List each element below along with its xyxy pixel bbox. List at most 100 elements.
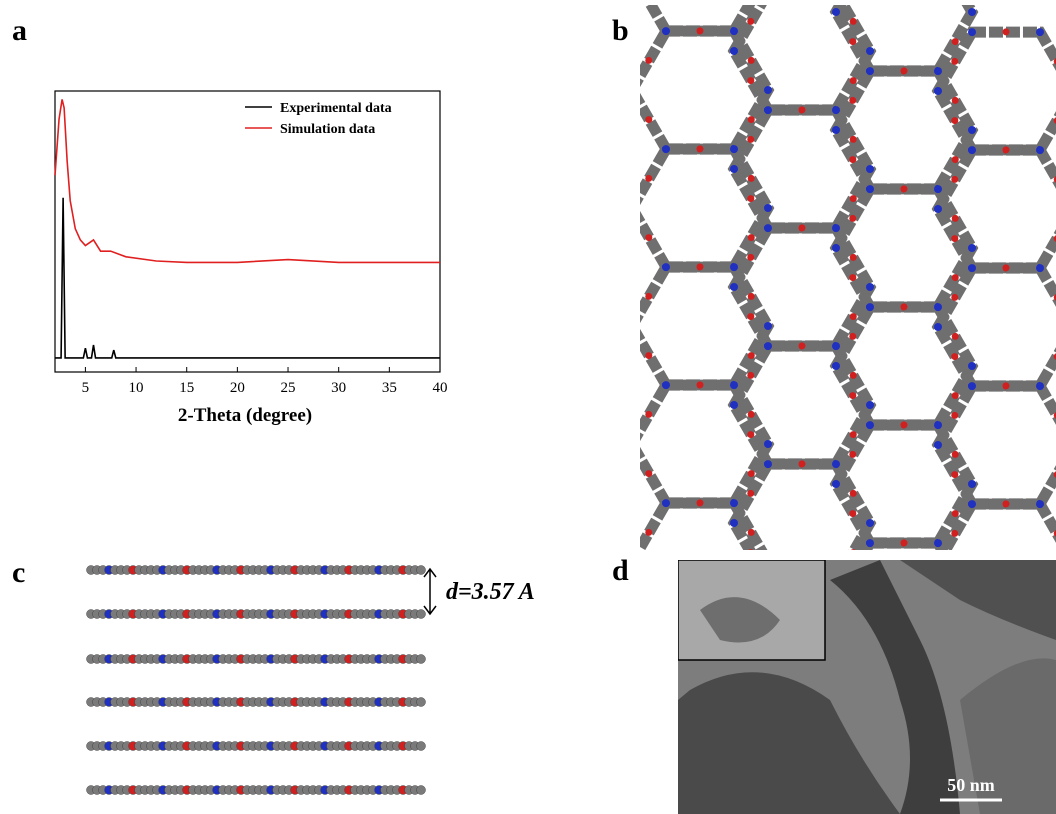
panel-label: b <box>612 14 629 47</box>
atom <box>968 264 976 273</box>
x-tick-label: 30 <box>331 380 346 396</box>
atom <box>662 263 670 272</box>
atom <box>645 292 653 300</box>
atom <box>934 323 942 331</box>
atom <box>747 292 755 300</box>
atom <box>849 253 857 261</box>
atom <box>1036 382 1044 391</box>
atom <box>951 529 959 537</box>
framework-ring <box>727 5 877 116</box>
atom <box>951 38 959 46</box>
framework-ring <box>727 222 877 352</box>
atom <box>951 117 959 125</box>
atom <box>730 165 738 173</box>
atom <box>730 263 738 272</box>
framework-ring <box>829 301 979 431</box>
spacing-label: d=3.57 A <box>446 579 535 605</box>
atom <box>968 146 976 155</box>
atom <box>1053 353 1056 360</box>
atom <box>747 470 755 478</box>
framework-ring <box>640 143 775 273</box>
atom <box>764 224 772 233</box>
framework-ring <box>829 183 979 313</box>
atom <box>764 440 772 448</box>
atom <box>645 116 653 124</box>
x-tick-label: 35 <box>382 380 397 396</box>
x-tick-label: 20 <box>230 380 245 396</box>
atom <box>747 135 755 143</box>
atom <box>951 332 959 340</box>
atom <box>951 274 959 282</box>
atom <box>747 431 755 439</box>
framework-ring <box>727 104 877 234</box>
atom <box>832 460 840 469</box>
atom <box>1036 28 1044 37</box>
atom <box>1002 146 1010 154</box>
atom <box>750 5 752 6</box>
atom <box>747 174 755 182</box>
legend-label: Simulation data <box>280 122 375 137</box>
atom <box>866 401 874 409</box>
atom <box>951 57 959 65</box>
atom <box>747 528 755 536</box>
atom <box>730 47 738 55</box>
atom <box>747 489 755 497</box>
atom <box>968 244 976 252</box>
framework-ring <box>640 379 775 509</box>
atom <box>628 322 636 330</box>
atom <box>645 352 653 360</box>
atom <box>849 431 857 439</box>
atom <box>968 382 976 391</box>
scale-bar-label: 50 nm <box>947 775 995 795</box>
panel-label: d <box>612 554 629 587</box>
atom <box>951 353 959 361</box>
atom <box>951 156 959 164</box>
atom <box>1002 500 1010 508</box>
atom <box>628 86 636 94</box>
spacing-arrow <box>423 567 437 616</box>
atom <box>645 234 653 242</box>
atom <box>849 96 857 104</box>
atom <box>849 332 857 340</box>
atom <box>696 381 704 389</box>
atom <box>968 362 976 370</box>
atom <box>968 500 976 509</box>
atom <box>416 697 426 707</box>
atom <box>747 234 755 242</box>
framework-ring <box>829 419 979 549</box>
atom <box>900 303 908 311</box>
atom <box>866 303 874 312</box>
atom <box>1053 235 1056 242</box>
line-series <box>55 197 440 359</box>
framework-ring <box>829 65 979 195</box>
atom <box>968 480 976 488</box>
tem-image: 50 nm <box>678 560 1056 814</box>
atom <box>798 106 806 114</box>
atom <box>968 8 976 16</box>
atom <box>968 28 976 37</box>
atom <box>1053 530 1056 537</box>
atom <box>416 609 426 619</box>
atom <box>900 67 908 75</box>
atom <box>662 617 670 625</box>
atom <box>747 195 755 203</box>
atom <box>662 499 670 508</box>
atom <box>747 253 755 261</box>
atom <box>951 293 959 301</box>
atom <box>849 313 857 321</box>
atom <box>832 342 840 351</box>
atom <box>849 156 857 164</box>
structure-c <box>86 565 426 795</box>
atom <box>764 460 772 469</box>
atom <box>866 283 874 291</box>
atom <box>1053 117 1056 124</box>
atom <box>849 17 857 25</box>
atom <box>968 126 976 134</box>
atom <box>951 96 959 104</box>
atom <box>866 539 874 548</box>
atom <box>849 135 857 143</box>
atom <box>849 274 857 282</box>
atom <box>662 381 670 390</box>
atom <box>798 460 806 468</box>
atom <box>696 499 704 507</box>
